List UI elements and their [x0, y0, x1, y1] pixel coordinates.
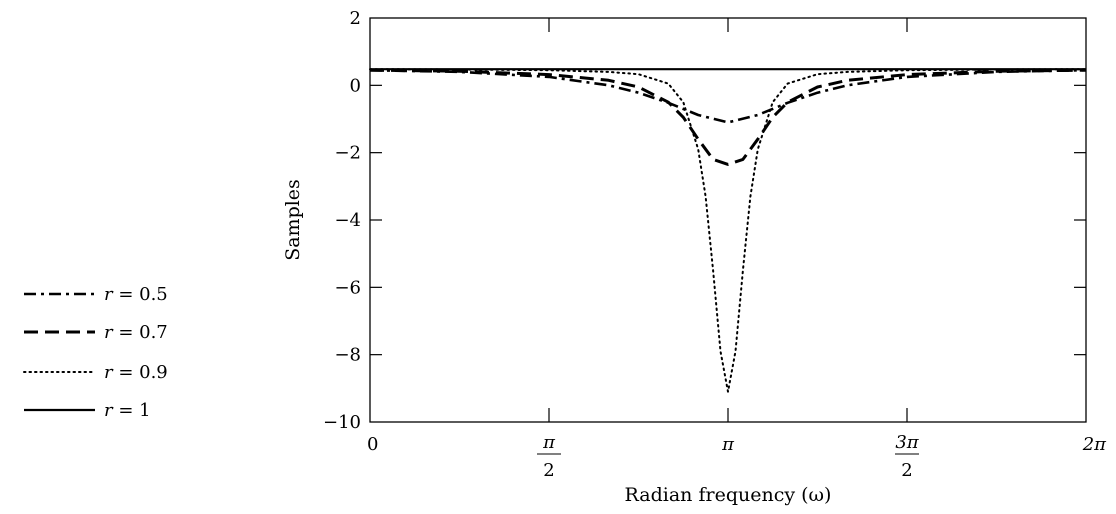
legend: r = 0.5 r = 0.7 r = 0.9 r = 1 — [23, 284, 168, 421]
x-tick-numerator: 3π — [895, 432, 919, 453]
x-axis-label: Radian frequency (ω) — [625, 484, 832, 506]
x-tick-denominator: 2 — [543, 460, 554, 481]
y-tick-label: −2 — [334, 143, 361, 164]
y-tick-label: −8 — [334, 345, 361, 366]
legend-label: r = 0.7 — [104, 322, 168, 343]
y-tick-label: −10 — [323, 412, 361, 433]
y-tick-label: 2 — [350, 8, 361, 29]
y-tick-label: −4 — [334, 210, 361, 231]
series-line-3 — [369, 68, 1087, 393]
y-axis-label: Samples — [282, 179, 304, 261]
x-tick-label: 0 — [367, 434, 378, 455]
x-tick-numerator: π — [542, 432, 556, 453]
plot-area-frame — [369, 17, 1087, 423]
series-layer — [369, 68, 1087, 393]
legend-label: r = 1 — [104, 400, 151, 421]
y-axis: 2 0 −2 −4 −6 −8 −10 — [323, 8, 1086, 433]
x-tick-label: 2π — [1082, 434, 1107, 455]
y-tick-label: −6 — [334, 277, 361, 298]
y-tick-label: 0 — [350, 75, 361, 96]
series-line-2 — [369, 68, 1087, 166]
x-tick-label: π — [721, 434, 735, 455]
series-line-1 — [369, 68, 1087, 124]
legend-label: r = 0.5 — [104, 284, 168, 305]
x-tick-denominator: 2 — [901, 460, 912, 481]
legend-label: r = 0.9 — [104, 362, 168, 383]
